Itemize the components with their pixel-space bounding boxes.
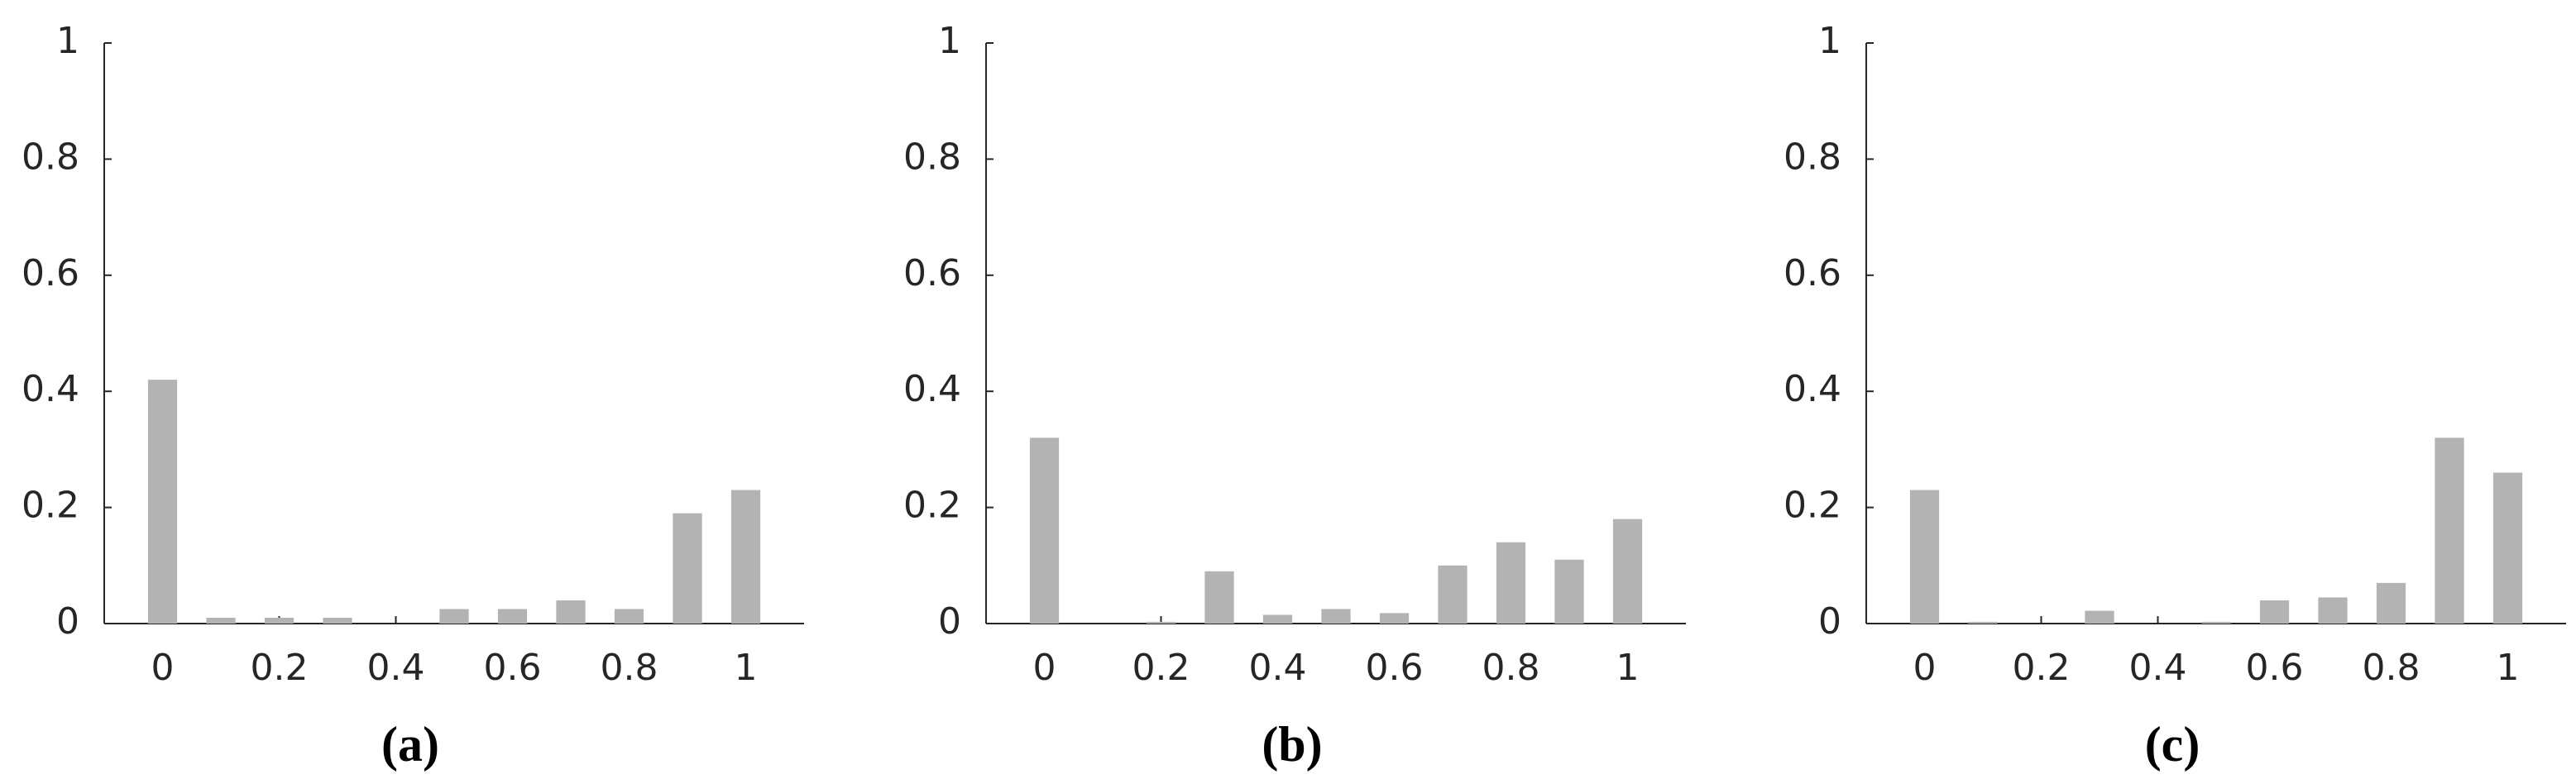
bar [1262,614,1293,624]
bar [614,609,644,624]
x-tick-label: 0.4 [2129,647,2187,689]
bar [264,617,294,624]
y-tick-label: 0.6 [903,252,961,294]
bar [1321,609,1351,624]
bar [556,600,586,624]
y-tick-label: 0 [1818,600,1841,643]
y-tick-label: 0.2 [1784,485,1841,527]
bar [673,513,702,624]
bar [147,380,178,624]
y-tick-label: 1 [938,20,961,62]
y-tick-label: 0.2 [22,485,79,527]
bar [1146,621,1176,624]
bar [2318,597,2348,624]
bar [1379,613,1410,624]
bar [2259,600,2290,624]
x-tick-label: 0.8 [601,647,658,689]
bar [2376,582,2406,624]
bar [1909,490,1940,624]
caption: (a) [381,717,439,772]
y-tick-label: 0.8 [903,136,961,178]
x-tick-label: 0 [1913,647,1937,689]
x-tick-label: 0.6 [1366,647,1424,689]
x-tick-label: 0.4 [367,647,425,689]
bar [497,609,528,624]
y-tick-label: 0.6 [22,252,79,294]
bar [439,609,469,624]
y-tick-label: 0 [938,600,961,643]
x-tick-label: 0.2 [251,647,309,689]
bar [1029,437,1060,624]
x-tick-label: 0.4 [1249,647,1307,689]
y-tick-label: 1 [1818,20,1841,62]
x-tick-label: 0.2 [1132,647,1190,689]
y-tick-label: 0.8 [22,136,79,178]
y-tick-label: 0.6 [1784,252,1841,294]
bar [2492,472,2523,624]
bar [206,617,236,624]
caption: (b) [1262,717,1322,772]
bar [730,490,761,624]
x-tick-label: 0.2 [2013,647,2071,689]
x-tick-label: 0 [1033,647,1056,689]
bar [1554,559,1584,624]
bar [1496,542,1526,624]
x-tick-label: 0.8 [1482,647,1540,689]
x-tick-label: 0.8 [2363,647,2420,689]
y-tick-label: 0.8 [1784,136,1841,178]
bar [2085,610,2114,624]
bar [1612,519,1643,624]
y-tick-label: 0 [56,600,79,643]
x-tick-label: 0.6 [2246,647,2304,689]
bar [2435,437,2464,624]
x-tick-label: 1 [735,647,758,689]
y-tick-label: 1 [56,20,79,62]
y-tick-label: 0.4 [1784,368,1841,410]
bar [2201,621,2231,624]
y-tick-label: 0.2 [903,485,961,527]
bar [1968,621,1998,624]
bar [1204,571,1234,624]
y-tick-label: 0.4 [22,368,79,410]
x-tick-label: 0 [151,647,175,689]
x-tick-label: 1 [1616,647,1640,689]
bar [323,617,352,624]
caption: (c) [2145,717,2200,772]
x-tick-label: 0.6 [484,647,542,689]
y-tick-label: 0.4 [903,368,961,410]
bar [1438,565,1468,624]
x-tick-label: 1 [2497,647,2520,689]
